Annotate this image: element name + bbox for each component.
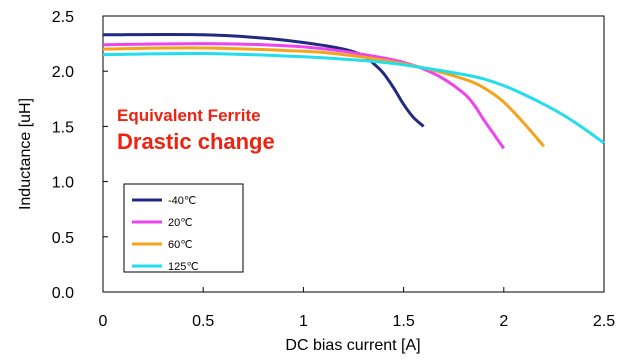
x-tick-label: 0 xyxy=(99,313,108,330)
x-axis-title: DC bias current [A] xyxy=(285,337,420,354)
series-layer xyxy=(102,33,605,150)
y-tick-label: 2.0 xyxy=(52,64,74,81)
legend: -40℃ 20℃ 60℃ 125℃ xyxy=(123,183,244,273)
y-axis-title: Inductance [uH] xyxy=(17,98,34,210)
x-tick-label: 2 xyxy=(499,313,508,330)
y-tick-label: 1.0 xyxy=(52,175,74,192)
x-tick-label: 2.5 xyxy=(593,313,615,330)
y-tick-label: 2.5 xyxy=(52,9,74,26)
legend-label: -40℃ xyxy=(168,195,196,207)
x-tick-label: 1 xyxy=(299,313,308,330)
annotation-drastic-change: Drastic change xyxy=(117,129,275,154)
y-tick-label: 1.5 xyxy=(52,119,74,136)
y-tick-label: 0.0 xyxy=(52,285,74,302)
legend-label: 20℃ xyxy=(168,217,193,229)
legend-label: 60℃ xyxy=(168,239,193,251)
tick-layer: 0.0 0.5 1.0 1.5 2.0 2.5 0 0.5 1 1.5 2 2.5 xyxy=(52,9,615,330)
series-line-3 xyxy=(102,51,605,145)
x-tick-label: 1.5 xyxy=(392,313,414,330)
legend-label: 125℃ xyxy=(168,261,199,273)
annotation-equivalent-ferrite: Equivalent Ferrite xyxy=(117,106,261,125)
legend-items: -40℃ 20℃ 60℃ 125℃ xyxy=(132,195,199,273)
x-tick-label: 0.5 xyxy=(192,313,214,330)
y-tick-label: 0.5 xyxy=(52,230,74,247)
